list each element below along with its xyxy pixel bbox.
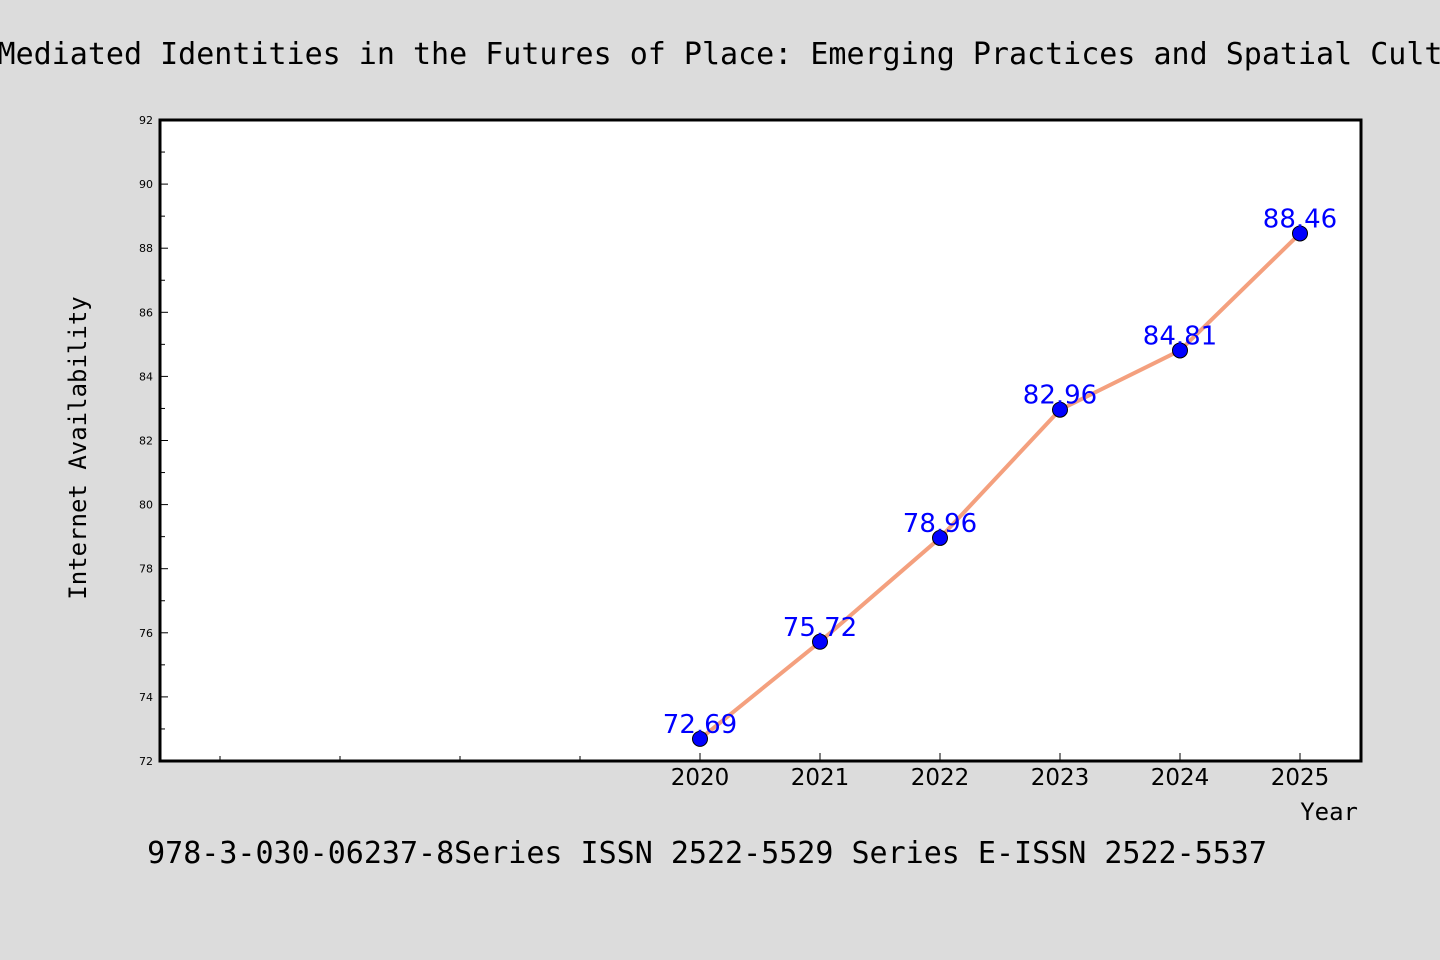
data-label: 72.69	[663, 710, 737, 740]
plot-area	[158, 118, 1363, 763]
x-axis: 2020 2021 2022 2023 2024 2025	[219, 753, 1330, 791]
x-axis-label: Year	[1300, 798, 1358, 826]
data-label: 88.46	[1263, 204, 1337, 234]
y-tick-label: 84	[139, 370, 153, 383]
data-point	[1052, 401, 1068, 418]
y-tick-label: 72	[139, 755, 153, 768]
x-tick-label: 2020	[671, 765, 730, 791]
series-group: 72.69 75.72 78.96 82.96 84.81 88.46	[663, 204, 1337, 747]
x-tick-label: 2025	[1271, 765, 1330, 791]
y-tick-label: 74	[139, 691, 153, 704]
y-tick-label: 76	[139, 627, 153, 640]
y-tick-label: 92	[139, 114, 153, 127]
data-point	[932, 529, 948, 546]
y-axis-label: Internet Availability	[64, 296, 92, 599]
data-point	[812, 633, 828, 650]
y-tick-label: 86	[139, 306, 153, 319]
y-tick-label: 88	[139, 242, 153, 255]
data-point	[692, 730, 708, 747]
series-line	[698, 231, 1302, 741]
data-label: 84.81	[1143, 321, 1217, 351]
data-label: 82.96	[1023, 381, 1097, 411]
footer-text: 978-3-030-06237-8Series ISSN 2522-5529 S…	[147, 836, 1267, 871]
y-tick-label: 90	[139, 178, 153, 191]
data-label: 78.96	[903, 509, 977, 539]
y-axis: 72 74 76 78 80 82 84 86 88 90 92	[139, 114, 168, 768]
data-label: 75.72	[783, 613, 857, 643]
y-tick-label: 78	[139, 563, 153, 576]
y-tick-label: 82	[139, 435, 153, 448]
x-tick-label: 2024	[1151, 765, 1210, 791]
x-tick-label: 2021	[791, 765, 850, 791]
y-tick-label: 80	[139, 499, 153, 512]
x-tick-label: 2022	[911, 765, 970, 791]
data-point	[1292, 225, 1308, 242]
chart-title: Mediated Identities in the Futures of Pl…	[0, 37, 1440, 72]
data-point	[1172, 342, 1188, 359]
x-tick-label: 2023	[1031, 765, 1090, 791]
